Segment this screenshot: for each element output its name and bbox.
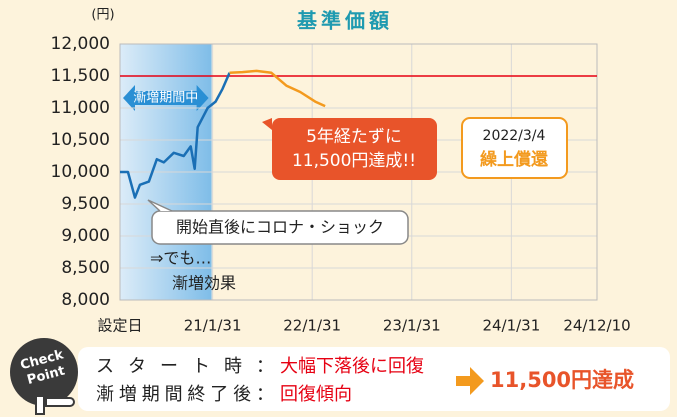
redemption-box xyxy=(461,117,568,179)
y-tick-label: 9,500 xyxy=(61,194,110,214)
row-text: 大幅下落後に回復 xyxy=(280,356,424,377)
annotation: 5年経たずに xyxy=(306,127,402,147)
hand-icon xyxy=(35,395,75,415)
y-unit: (円) xyxy=(91,8,114,23)
y-tick-label: 10,500 xyxy=(51,130,110,150)
highlight-box xyxy=(272,118,437,180)
period-label: 漸増期間中 xyxy=(133,91,198,106)
y-tick-label: 11,500 xyxy=(51,66,110,86)
series-line xyxy=(229,69,326,108)
y-tick-label: 11,000 xyxy=(51,98,110,118)
y-tick-label: 8,500 xyxy=(61,258,110,278)
x-tick-label: 21/1/31 xyxy=(184,317,242,335)
x-tick-label: 23/1/31 xyxy=(383,317,441,335)
x-tick-label: 22/1/31 xyxy=(283,317,341,335)
y-tick-label: 12,000 xyxy=(51,34,110,54)
annotation: 漸増効果 xyxy=(172,274,236,293)
annotation: 11,500円達成!! xyxy=(292,151,416,171)
y-tick-label: 10,000 xyxy=(51,162,110,182)
annotation: 開始直後にコロナ・ショック xyxy=(176,218,384,237)
x-tick-label: 24/1/31 xyxy=(482,317,540,335)
x-tick-label: 24/12/10 xyxy=(563,317,630,335)
annotation: 2022/3/4 xyxy=(483,128,546,144)
x-tick-label: 設定日 xyxy=(97,317,142,335)
y-tick-label: 9,000 xyxy=(61,226,110,246)
arrow xyxy=(456,367,484,395)
callout-pointer xyxy=(262,118,272,130)
annotation: 繰上償還 xyxy=(480,149,549,170)
series-line xyxy=(120,72,231,199)
y-tick-label: 8,000 xyxy=(61,290,110,310)
checkpoint-badge xyxy=(10,338,78,406)
period-arrow xyxy=(123,85,209,111)
result: 11,500円達成 xyxy=(490,368,634,392)
callout-pointer xyxy=(147,199,173,212)
callout-box xyxy=(151,210,409,245)
checkpoint-panel xyxy=(78,347,670,411)
annotation: ⇒でも… xyxy=(150,249,211,268)
row-text: 回復傾向 xyxy=(280,384,352,405)
chart-title: 基準価額 xyxy=(297,9,393,33)
